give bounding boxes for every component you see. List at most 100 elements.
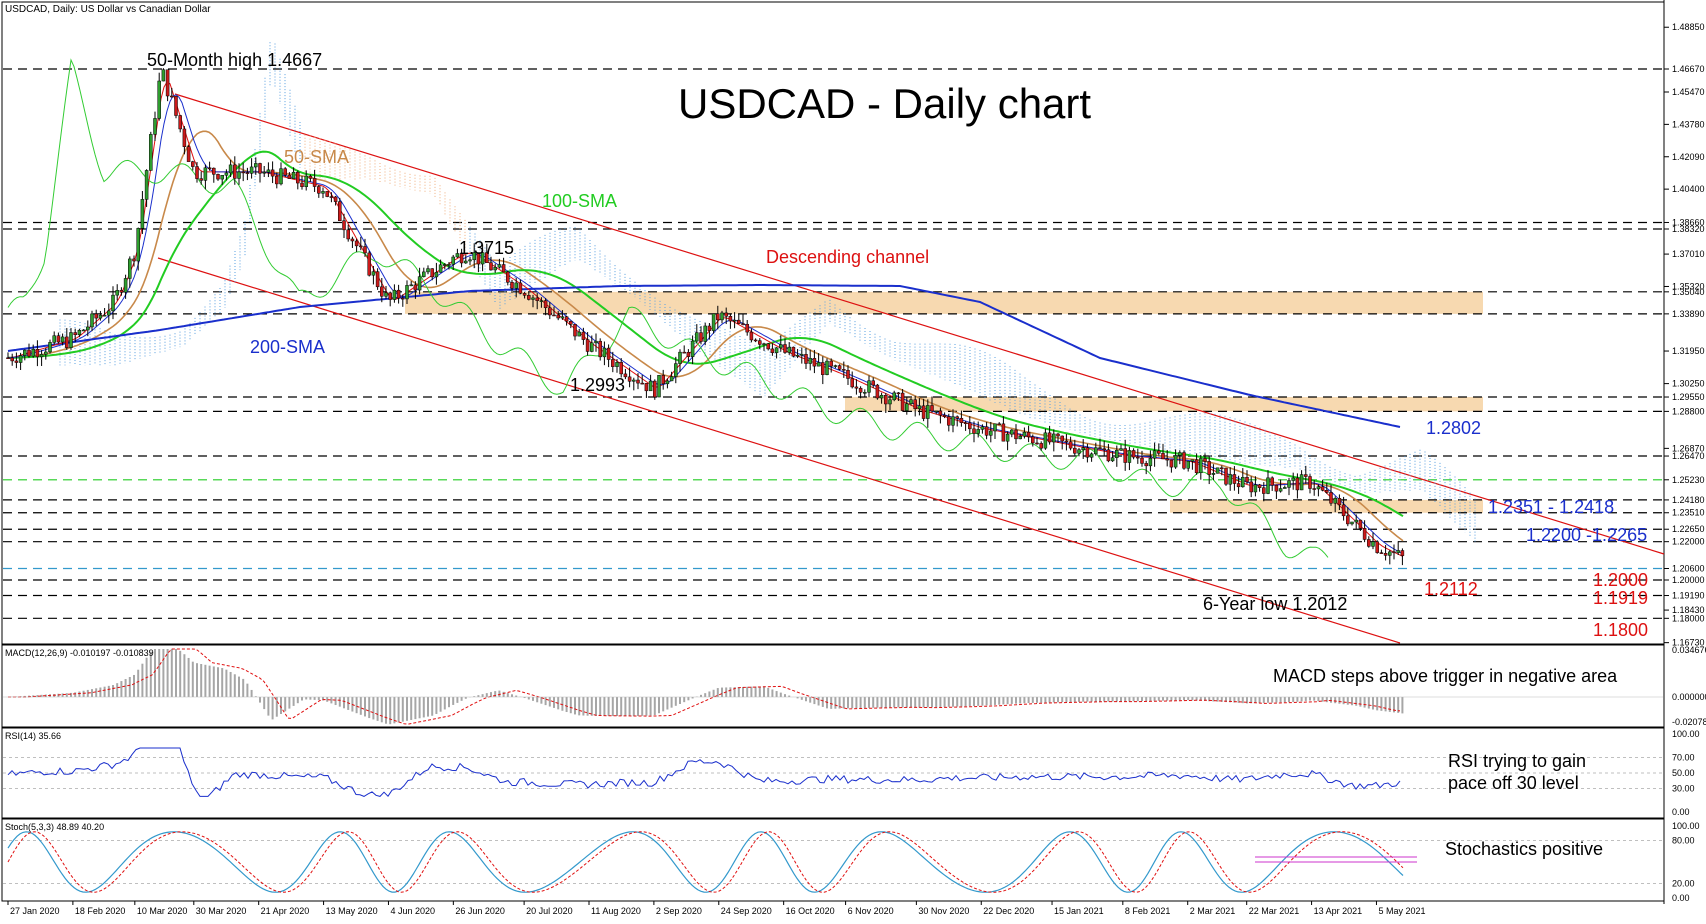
date-tick-label: 22 Mar 2021 <box>1249 906 1300 916</box>
candle-body <box>346 229 350 240</box>
candle-body <box>963 422 968 424</box>
candle-body <box>606 347 611 360</box>
candle-body <box>451 256 455 265</box>
rsi-tick-label: 30.00 <box>1672 784 1695 794</box>
candle-body <box>430 268 434 278</box>
candle-body <box>552 314 556 317</box>
candle-body <box>741 323 745 325</box>
candle-body <box>1094 447 1098 455</box>
candle-body <box>917 405 922 410</box>
date-tick-label: 22 Dec 2020 <box>983 906 1034 916</box>
rsi-note-line2: pace off 30 level <box>1448 773 1579 793</box>
candle-body <box>615 362 619 367</box>
candle-body <box>312 178 317 187</box>
candle-body <box>1148 458 1153 467</box>
candle-body <box>1169 459 1174 468</box>
date-tick-label: 27 Jan 2020 <box>10 906 60 916</box>
candle-body <box>321 191 325 194</box>
candle-body <box>10 357 14 362</box>
macd-tick-label: 0.000000 <box>1672 692 1706 702</box>
candle-body <box>144 170 149 200</box>
candle-body <box>493 266 497 271</box>
candle-body <box>728 315 733 322</box>
candle-body <box>258 163 262 174</box>
candle-body <box>846 369 850 379</box>
candle-body <box>119 290 124 293</box>
candle-body <box>401 297 405 300</box>
candle-body <box>224 172 229 176</box>
candle-body <box>623 373 628 378</box>
price-tick-label: 1.38320 <box>1672 224 1705 234</box>
candle-body <box>863 392 867 394</box>
price-tick-label: 1.33890 <box>1672 309 1705 319</box>
candle-body <box>1207 461 1211 475</box>
candle-body <box>216 174 220 180</box>
date-tick-label: 5 May 2021 <box>1378 906 1425 916</box>
candle-body <box>867 380 871 393</box>
candle-body <box>1140 457 1144 464</box>
candle-body <box>1211 473 1216 475</box>
candle-body <box>934 410 938 413</box>
candle-body <box>732 319 737 322</box>
candle-body <box>787 346 791 353</box>
candle-body <box>52 335 56 343</box>
date-tick-label: 6 Nov 2020 <box>848 906 894 916</box>
candle-body <box>300 182 304 187</box>
candle-body <box>1257 484 1262 488</box>
candle-body <box>375 271 380 288</box>
date-tick-label: 26 Jun 2020 <box>455 906 505 916</box>
candle-body <box>1081 447 1085 450</box>
candle-body <box>543 300 548 309</box>
candle-body <box>1194 459 1199 474</box>
candle-body <box>640 382 644 385</box>
candle-body <box>1249 481 1253 493</box>
candle-body <box>338 201 342 221</box>
candle-body <box>1371 541 1375 547</box>
candle-body <box>14 360 19 363</box>
candle-body <box>850 378 854 388</box>
candle-body <box>136 228 140 262</box>
candle-body <box>590 342 594 352</box>
candle-body <box>833 365 838 367</box>
rsi-header: RSI(14) 35.66 <box>5 731 61 741</box>
candle-body <box>1110 457 1115 462</box>
candle-body <box>632 379 636 382</box>
date-tick-label: 16 Oct 2020 <box>786 906 835 916</box>
six-year-low-label: 6-Year low 1.2012 <box>1203 594 1347 614</box>
candle-body <box>1123 448 1127 463</box>
candle-body <box>1383 553 1388 556</box>
candle-body <box>342 220 346 231</box>
candle-body <box>1014 429 1018 440</box>
candle-body <box>191 161 195 167</box>
candle-body <box>888 399 892 405</box>
candle-body <box>1295 477 1300 491</box>
price-tick-label: 1.45470 <box>1672 87 1705 97</box>
trough-label: 1.2993 <box>570 375 625 395</box>
candle-body <box>170 95 174 98</box>
candle-body <box>997 423 1001 426</box>
candle-body <box>1270 477 1274 486</box>
candle-body <box>1199 458 1203 474</box>
candle-body <box>930 405 934 412</box>
candle-body <box>23 349 27 356</box>
rsi-tick-label: 70.00 <box>1672 752 1695 762</box>
stoch-tick-label: 20.00 <box>1672 879 1695 889</box>
candle-body <box>905 403 909 411</box>
zone-lower-label: 1.2200 -1.2265 <box>1526 525 1647 545</box>
sma50-line <box>8 130 1404 542</box>
rsi-tick-label: 50.00 <box>1672 768 1695 778</box>
price-tick-label: 1.48850 <box>1672 22 1705 32</box>
candle-body <box>18 355 23 363</box>
price-tick-label: 1.20600 <box>1672 564 1705 574</box>
candle-body <box>1102 448 1106 450</box>
candle-body <box>56 335 61 343</box>
candle-body <box>548 307 552 316</box>
candle-body <box>270 169 275 177</box>
candle-body <box>674 363 678 377</box>
candle-body <box>1010 429 1014 435</box>
candle-body <box>1060 435 1064 442</box>
candle-body <box>1018 435 1022 440</box>
candle-body <box>665 380 670 385</box>
symbol-header: USDCAD, Daily: US Dollar vs Canadian Dol… <box>5 4 211 15</box>
candle-body <box>816 362 821 367</box>
